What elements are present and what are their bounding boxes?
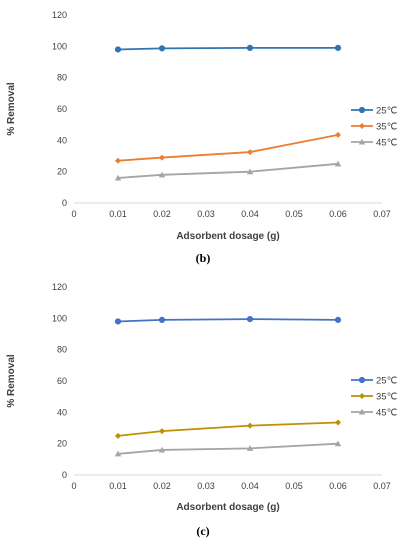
data-point xyxy=(158,316,166,323)
x-tick-label: 0.06 xyxy=(329,209,347,219)
legend-marker xyxy=(358,106,366,114)
y-axis-title: % Removal xyxy=(6,82,17,136)
series-line xyxy=(117,133,339,162)
legend-marker xyxy=(358,376,366,384)
data-point xyxy=(115,432,121,439)
data-point xyxy=(246,168,254,175)
legend-marker xyxy=(358,138,366,145)
x-tick-label: 0.04 xyxy=(241,481,259,491)
panel-label: (c) xyxy=(196,524,209,538)
data-point xyxy=(334,316,342,323)
legend-marker xyxy=(359,123,365,129)
data-point xyxy=(115,157,121,164)
y-tick-label: 20 xyxy=(57,439,67,449)
x-axis-title: Adsorbent dosage (g) xyxy=(176,231,279,242)
x-tick-label: 0.07 xyxy=(373,481,391,491)
data-point xyxy=(246,316,254,323)
x-tick-label: 0.01 xyxy=(109,209,127,219)
legend-marker xyxy=(359,393,365,399)
data-point xyxy=(159,428,165,435)
data-point xyxy=(334,440,342,447)
x-tick-label: 0.02 xyxy=(153,481,171,491)
data-point xyxy=(114,318,122,325)
x-tick-label: 0 xyxy=(71,209,76,219)
x-tick-label: 0.05 xyxy=(285,209,303,219)
legend-label: 45℃ xyxy=(376,138,398,149)
series-line xyxy=(117,318,339,323)
legend-label: 35℃ xyxy=(376,392,398,403)
legend-label: 25℃ xyxy=(376,106,398,117)
data-point xyxy=(335,419,341,426)
x-tick-label: 0.06 xyxy=(329,481,347,491)
legend-label: 25℃ xyxy=(376,376,398,387)
data-point xyxy=(158,446,166,453)
y-tick-label: 80 xyxy=(57,73,67,83)
data-point xyxy=(246,445,254,451)
y-tick-label: 60 xyxy=(57,104,67,114)
x-tick-label: 0.02 xyxy=(153,209,171,219)
x-axis-title: Adsorbent dosage (g) xyxy=(176,502,279,513)
legend-marker xyxy=(358,408,366,415)
x-tick-label: 0 xyxy=(71,481,76,491)
data-point xyxy=(334,44,342,52)
y-tick-label: 40 xyxy=(57,135,67,145)
y-tick-label: 100 xyxy=(52,41,67,51)
data-point xyxy=(335,131,341,138)
series-line xyxy=(117,162,339,179)
y-tick-label: 80 xyxy=(57,345,67,355)
panel-label: (b) xyxy=(196,251,211,265)
chart-panel-b: 0 20 40 60 80 100 120 0 0.01 0.02 0.03 0.04 0.05 0.06… xyxy=(6,10,398,265)
legend-label: 45℃ xyxy=(376,408,398,419)
series-line xyxy=(117,442,339,455)
y-tick-label: 40 xyxy=(57,407,67,417)
data-point xyxy=(159,154,165,161)
data-point xyxy=(247,149,253,156)
legend-label: 35℃ xyxy=(376,122,398,133)
data-point xyxy=(114,450,122,457)
x-tick-label: 0.01 xyxy=(109,481,127,491)
series-line xyxy=(117,47,338,51)
y-axis-title: % Removal xyxy=(6,354,17,408)
y-tick-label: 100 xyxy=(52,313,67,323)
y-tick-label: 60 xyxy=(57,376,67,386)
data-point xyxy=(158,45,166,52)
x-tick-label: 0.03 xyxy=(197,209,215,219)
data-point xyxy=(114,46,122,53)
x-tick-label: 0.03 xyxy=(197,481,215,491)
data-point xyxy=(334,160,342,167)
data-point xyxy=(158,171,166,178)
y-tick-label: 0 xyxy=(62,198,67,208)
data-point xyxy=(246,44,254,52)
y-tick-label: 0 xyxy=(62,470,67,480)
data-point xyxy=(247,422,253,429)
x-tick-label: 0.07 xyxy=(373,209,391,219)
y-tick-label: 20 xyxy=(57,167,67,177)
chart-panel-c: 0 20 40 60 80 100 120 0 0.01 0.02 0.03 0.04 0.05 0.06… xyxy=(6,282,398,538)
y-tick-label: 120 xyxy=(52,10,67,20)
y-tick-label: 120 xyxy=(52,282,67,292)
series-line xyxy=(117,421,339,437)
x-tick-label: 0.05 xyxy=(285,481,303,491)
x-tick-label: 0.04 xyxy=(241,209,259,219)
data-point xyxy=(114,174,122,181)
